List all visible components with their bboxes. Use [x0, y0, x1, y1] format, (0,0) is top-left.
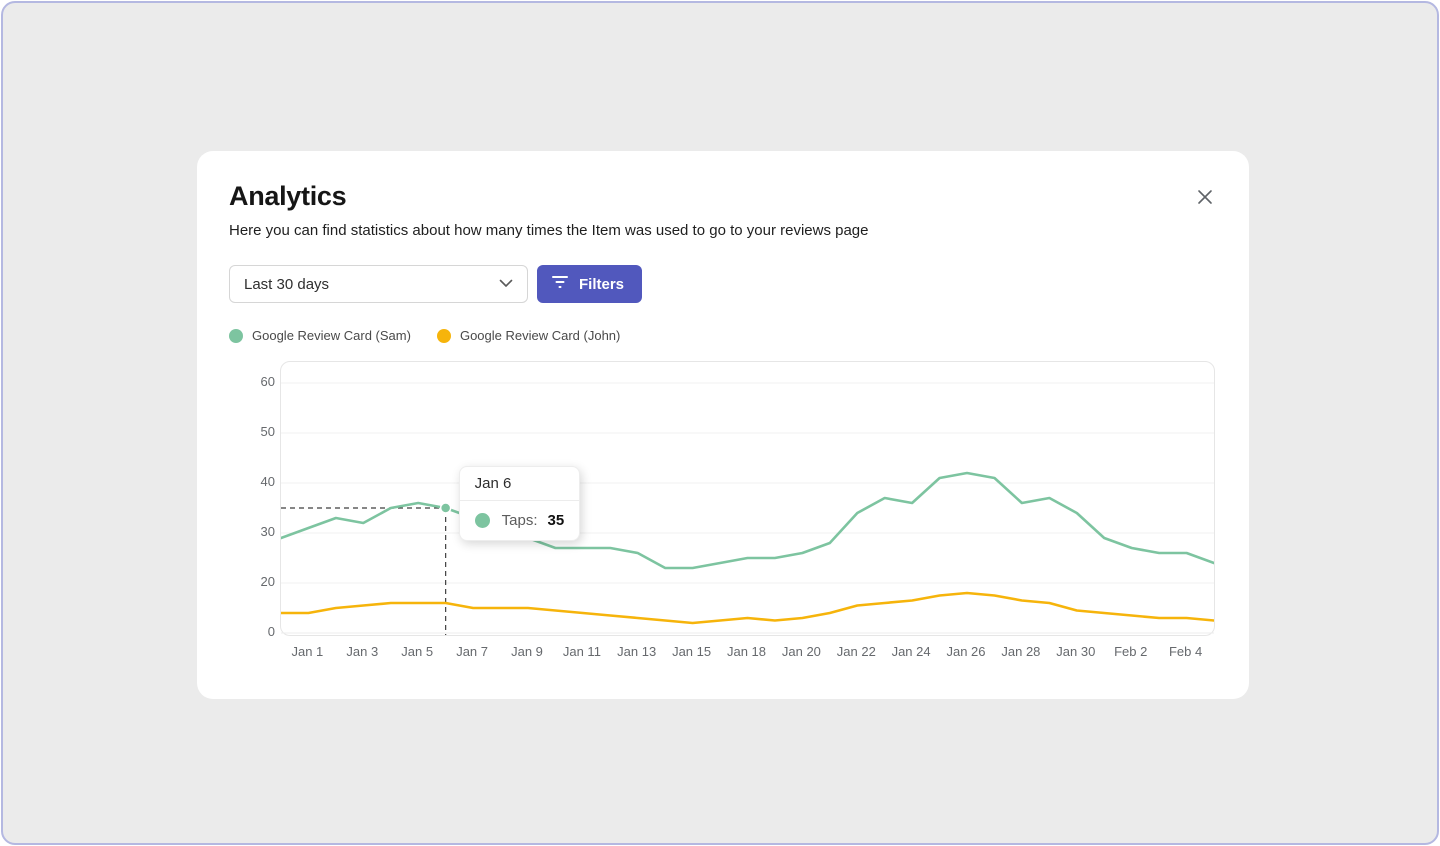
x-axis-tick-label: Feb 4	[1168, 644, 1203, 659]
x-axis-tick-label: Jan 20	[781, 644, 821, 659]
x-axis-tick-label: Jan 9	[511, 644, 543, 659]
legend-item-john[interactable]: Google Review Card (John)	[436, 328, 621, 343]
x-axis-tick-label: Jan 18	[726, 644, 767, 659]
chart-tooltip: Jan 6 Taps: 35	[458, 466, 581, 541]
chart-plot[interactable]: Jan 6 Taps: 35	[280, 361, 1215, 636]
x-axis-tick-label: Jan 1	[291, 644, 324, 659]
tooltip-body: Taps: 35	[460, 501, 580, 540]
hovered-point-marker	[439, 502, 452, 514]
y-axis-tick-label: 30	[260, 524, 275, 539]
tooltip-value: 35	[547, 512, 565, 529]
tooltip-series-dot	[474, 513, 490, 528]
x-axis-tick-label: Feb 2	[1114, 644, 1148, 659]
page-subtitle: Here you can find statistics about how m…	[229, 222, 869, 239]
filters-button-label: Filters	[579, 275, 625, 293]
x-axis-tick-label: Jan 11	[562, 644, 601, 659]
tooltip-title: Jan 6	[459, 467, 580, 501]
legend-dot-john	[436, 328, 451, 343]
x-axis-tick-label: Jan 7	[456, 644, 488, 659]
x-axis-tick-label: Jan 26	[946, 644, 986, 659]
page-title: Analytics	[229, 181, 347, 211]
x-axis-tick-label: Jan 15	[672, 644, 712, 659]
x-axis-tick-label: Jan 13	[617, 644, 657, 659]
y-axis-tick-label: 50	[260, 424, 275, 439]
legend-label-john: Google Review Card (John)	[459, 328, 621, 343]
y-axis-tick-label: 40	[260, 474, 275, 489]
analytics-modal: Analytics Here you can find statistics a…	[197, 151, 1249, 699]
legend-item-sam[interactable]: Google Review Card (Sam)	[229, 328, 411, 343]
x-axis-tick-label: Jan 5	[401, 644, 434, 659]
legend-dot-sam	[229, 328, 243, 343]
close-button[interactable]	[1195, 187, 1215, 207]
close-icon	[1195, 187, 1215, 207]
x-axis-tick-label: Jan 30	[1056, 644, 1096, 659]
filters-button[interactable]: Filters	[537, 265, 643, 303]
series-line-1	[281, 591, 1214, 625]
filter-icon	[551, 275, 569, 293]
x-axis-labels: Jan 1 Jan 3 Jan 5 Jan 7 Jan 9 Jan 11 Jan 13 Jan…	[280, 644, 1215, 660]
series-line-0	[281, 471, 1214, 570]
y-axis-tick-label: 20	[260, 574, 275, 589]
x-axis-tick-label: Jan 22	[836, 644, 876, 659]
y-axis-tick-label: 0	[267, 624, 275, 639]
date-range-value: Last 30 days	[244, 275, 330, 293]
chart-legend: Google Review Card (Sam) Google Review C…	[229, 328, 620, 343]
tooltip-metric-label: Taps:	[501, 512, 538, 529]
date-range-select[interactable]: Last 30 days	[229, 265, 528, 303]
chevron-down-icon	[499, 275, 513, 293]
x-axis-tick-label: Jan 28	[1001, 644, 1041, 659]
x-axis-tick-label: Jan 3	[346, 644, 379, 659]
x-axis-tick-label: Jan 24	[891, 644, 931, 659]
legend-label-sam: Google Review Card (Sam)	[252, 328, 411, 343]
y-axis-tick-label: 60	[260, 374, 275, 389]
y-axis-labels: 0 20 30 40 50 60	[197, 361, 275, 639]
line-chart	[281, 382, 1214, 635]
